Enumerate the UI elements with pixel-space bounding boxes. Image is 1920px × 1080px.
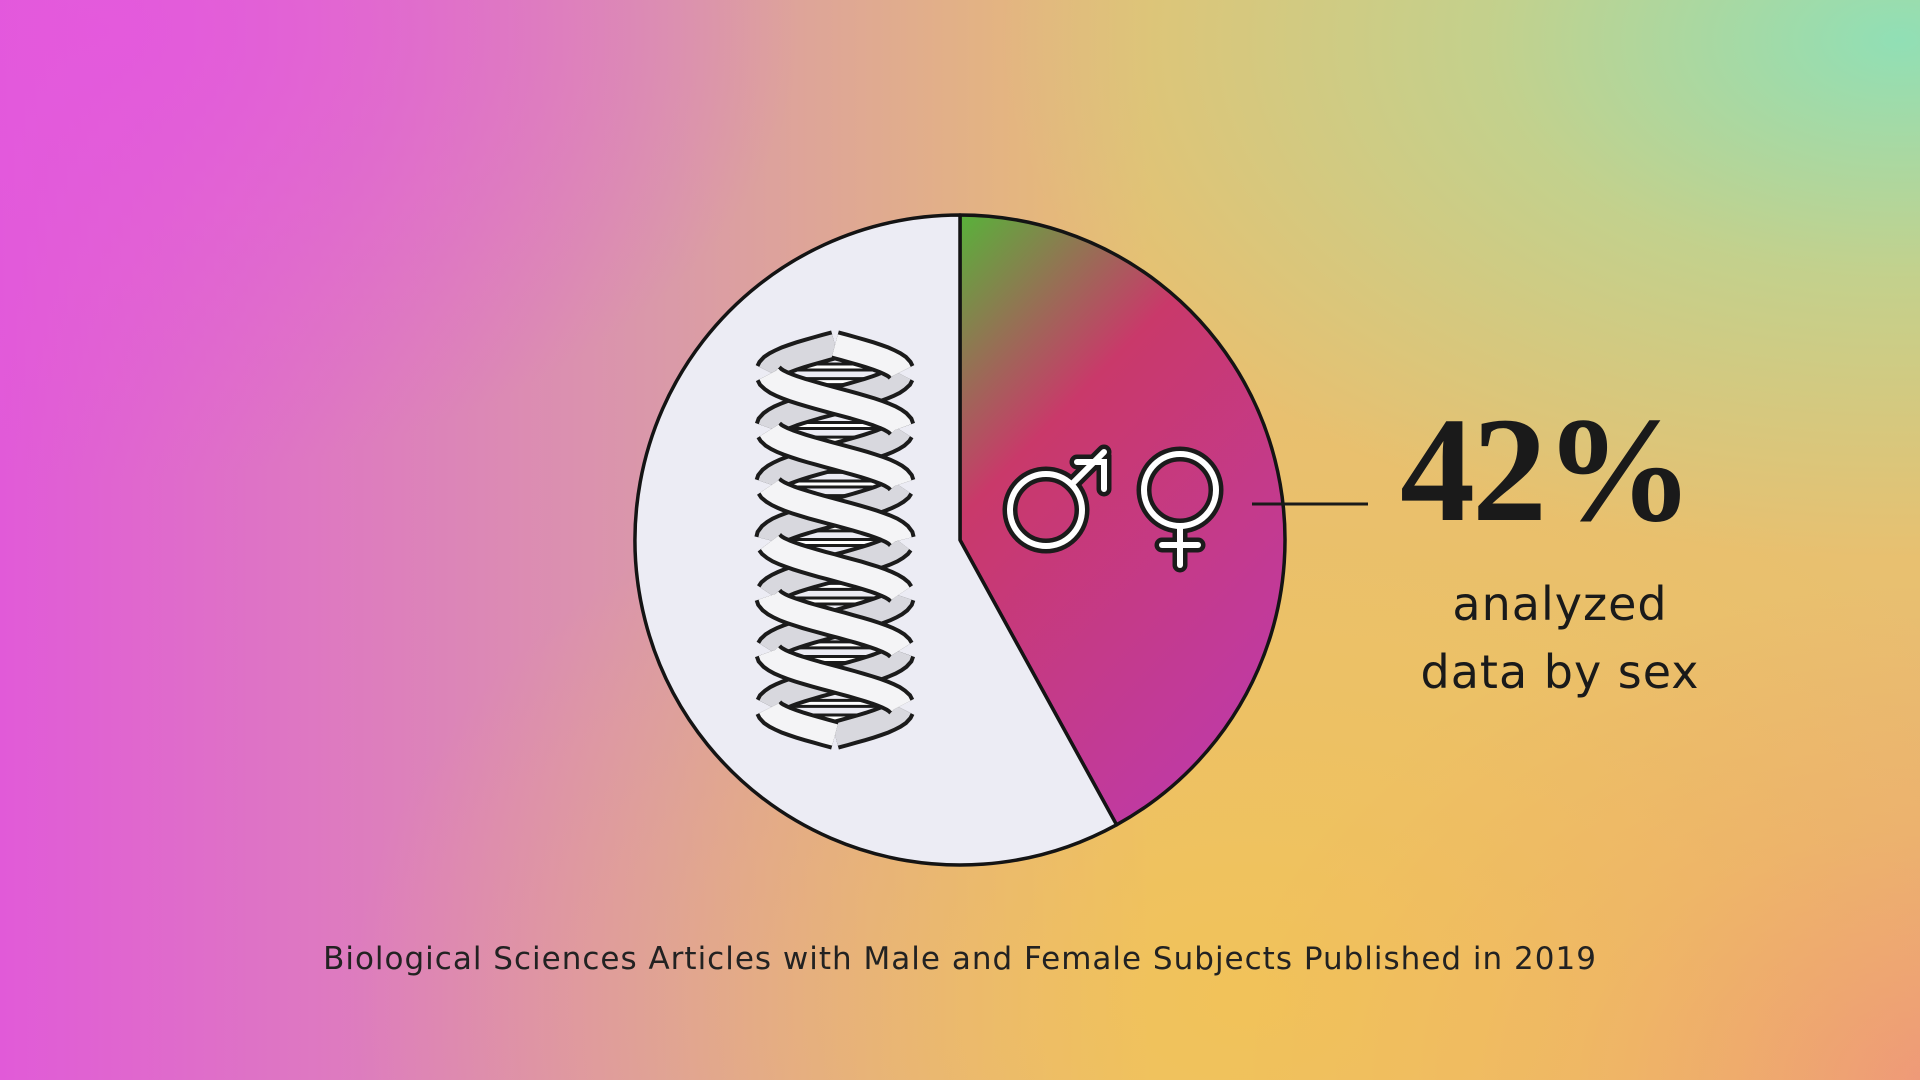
chart-caption: Biological Sciences Articles with Male a… bbox=[323, 941, 1597, 977]
callout-label-line-2: data by sex bbox=[1420, 645, 1700, 699]
callout-label-line-1: analyzed bbox=[1452, 577, 1668, 631]
female-symbol-icon bbox=[1136, 446, 1224, 573]
callout-value: 42% bbox=[1400, 387, 1694, 553]
callout-label: analyzed data by sex bbox=[1390, 570, 1730, 706]
pie-slice-1 bbox=[958, 213, 1287, 827]
dna-helix-icon bbox=[754, 330, 916, 750]
male-symbol-icon bbox=[1002, 444, 1112, 554]
